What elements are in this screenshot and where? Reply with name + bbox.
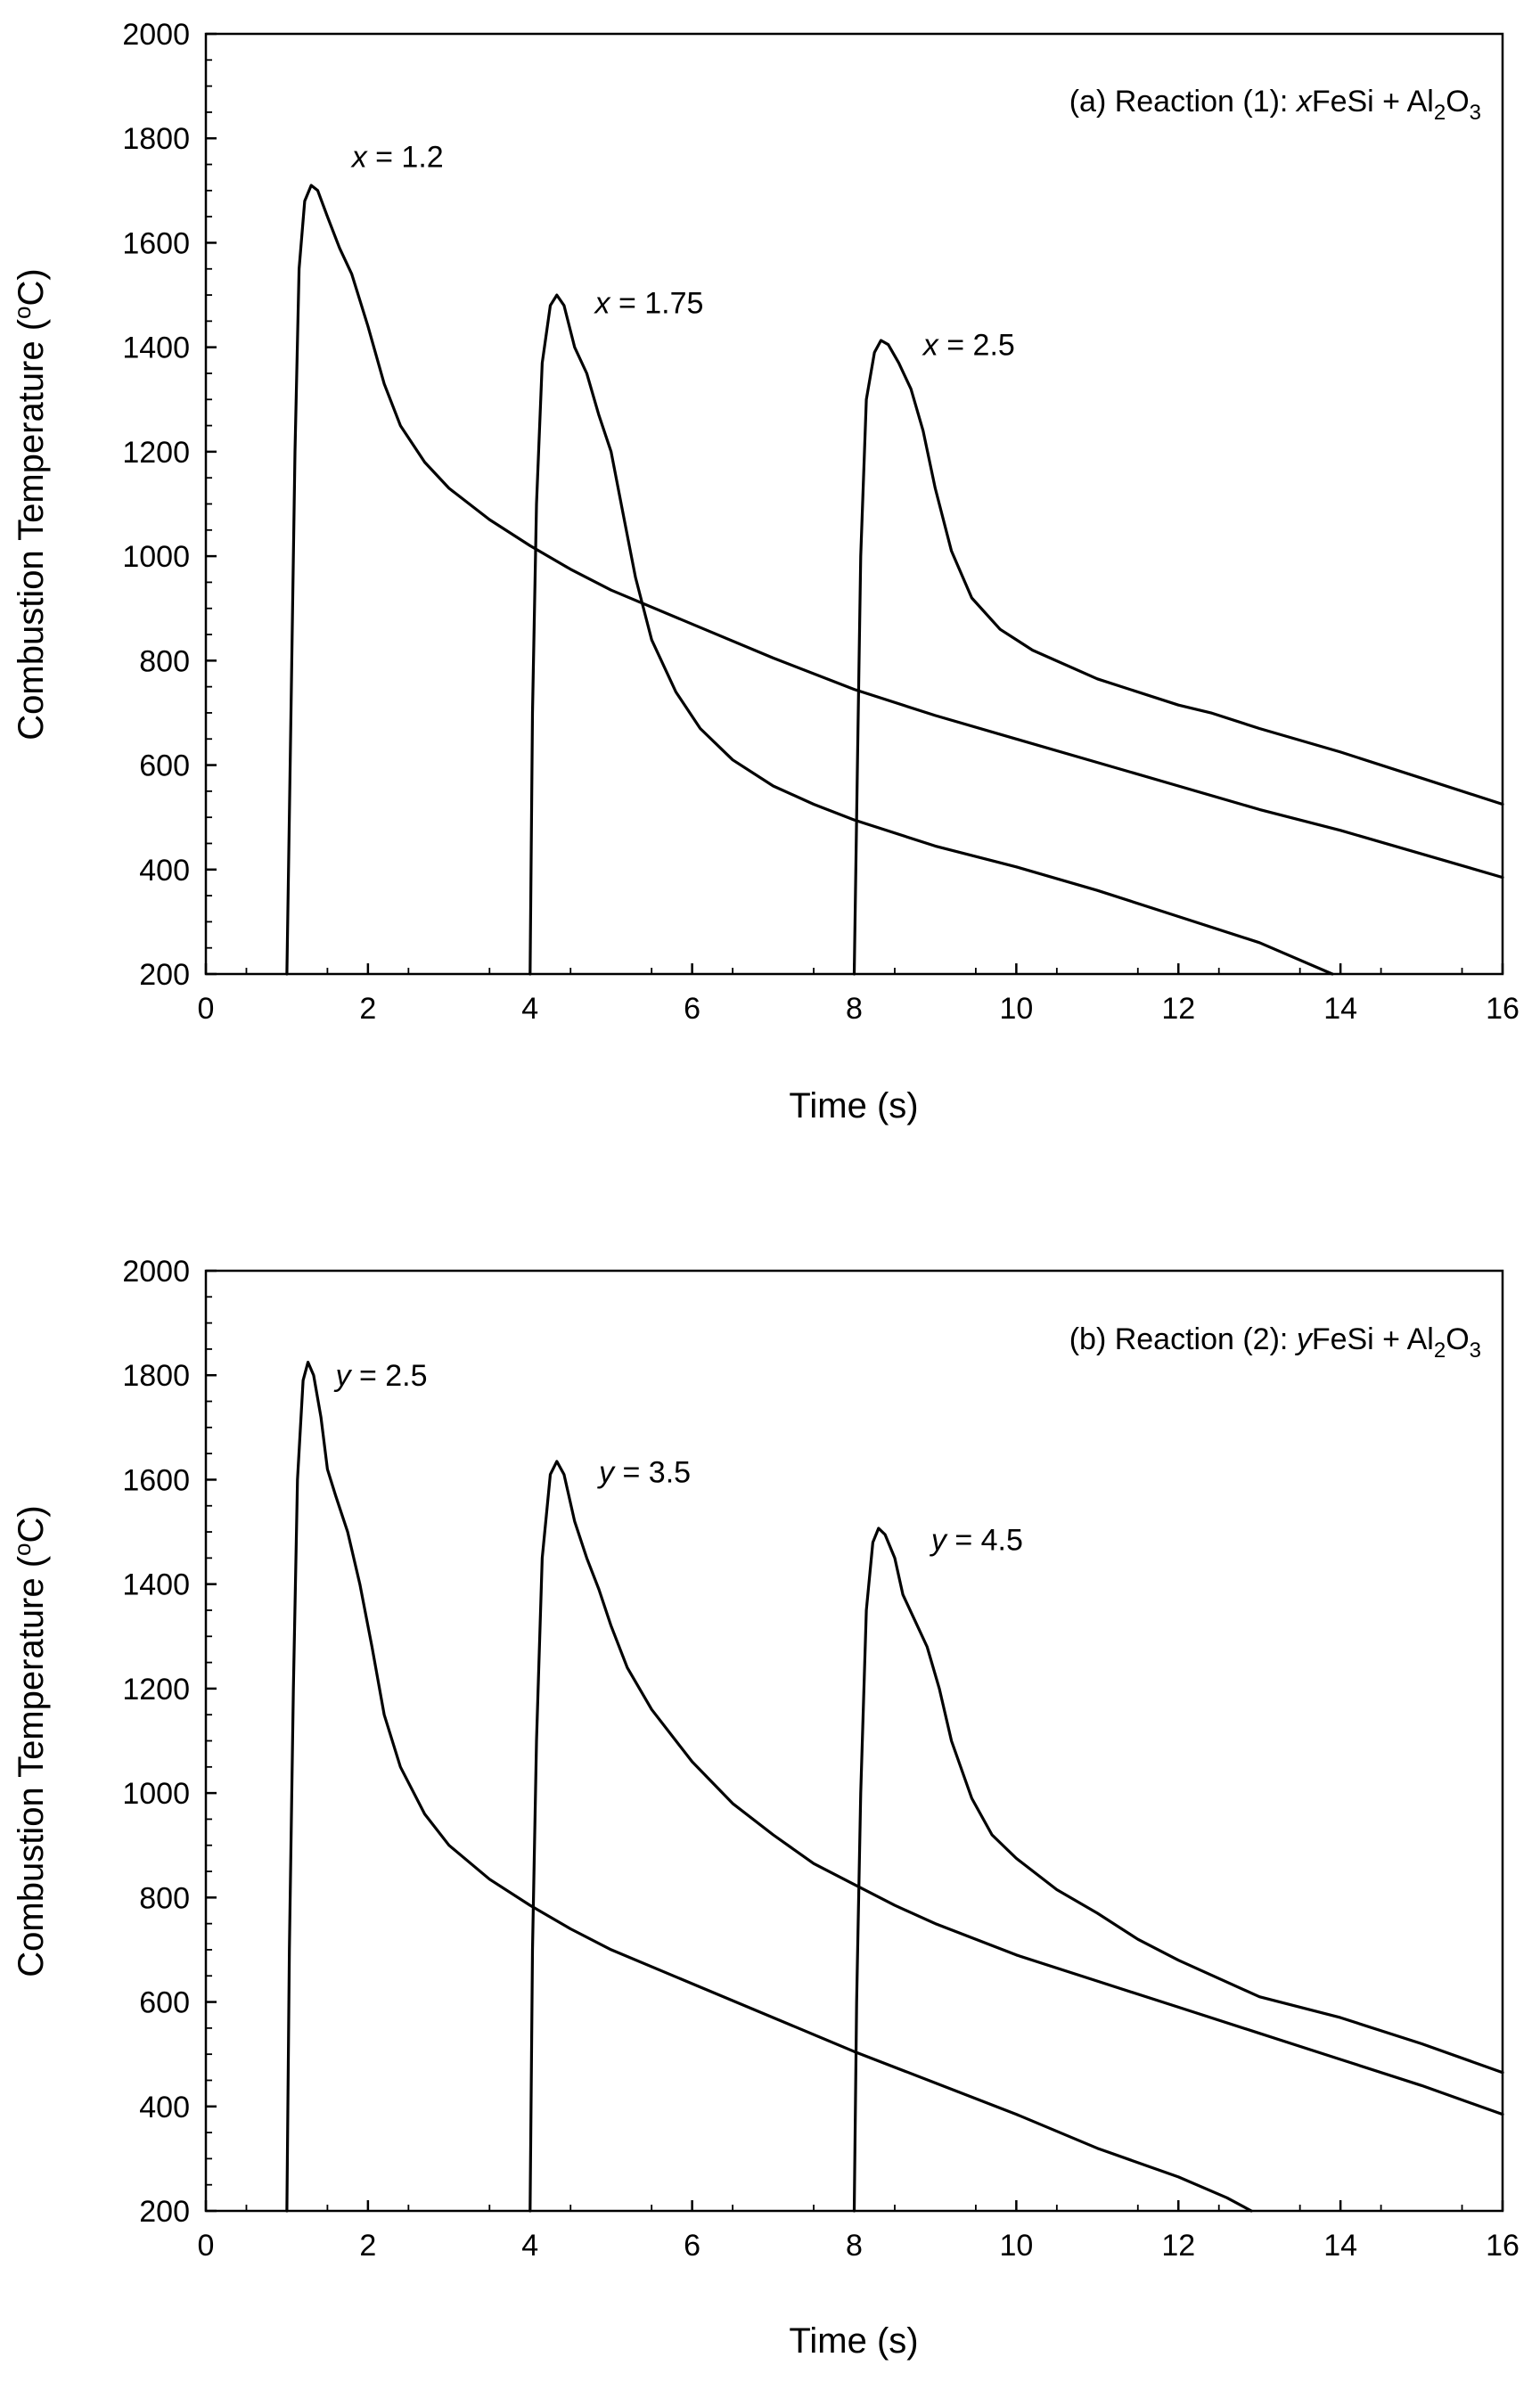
y-axis-label-a: Combustion Temperature (oC) <box>9 268 51 741</box>
series-line-a-1 <box>285 184 1504 976</box>
x-tick-label-a-4: 8 <box>846 992 863 1026</box>
series-label-a-3: x = 2.5 <box>922 328 1015 362</box>
series-label-a-2: x = 1.75 <box>594 287 704 321</box>
series-label-b-2: y = 3.5 <box>597 1455 691 1489</box>
series-line-b-2 <box>528 1460 1504 2213</box>
y-tick-label-b-7: 1600 <box>122 1463 190 1497</box>
x-tick-label-b-2: 4 <box>521 2229 538 2263</box>
x-tick-label-b-0: 0 <box>198 2229 215 2263</box>
y-tick-label-a-0: 200 <box>139 958 190 992</box>
x-tick-label-a-2: 4 <box>521 992 538 1026</box>
x-tick-label-a-5: 10 <box>999 992 1033 1026</box>
series-line-a-3 <box>852 339 1504 976</box>
panel-a-title: (a) Reaction (1): xFeSi + Al2O3 <box>1069 85 1481 125</box>
series-label-a-1: x = 1.2 <box>350 140 444 174</box>
x-tick-label-b-3: 6 <box>684 2229 700 2263</box>
panel-b-title: (b) Reaction (2): yFeSi + Al2O3 <box>1069 1322 1481 1363</box>
y-tick-label-b-9: 2000 <box>122 1255 190 1289</box>
y-tick-label-a-9: 2000 <box>122 18 190 52</box>
x-tick-label-b-5: 10 <box>999 2229 1033 2263</box>
series-label-b-1: y = 2.5 <box>334 1359 428 1393</box>
x-tick-label-a-8: 16 <box>1486 992 1520 1026</box>
x-tick-label-b-4: 8 <box>846 2229 863 2263</box>
y-tick-label-a-6: 1400 <box>122 332 190 365</box>
plot-frame-a <box>204 32 1504 976</box>
y-axis-label-b: Combustion Temperature (oC) <box>9 1505 51 1977</box>
x-tick-label-b-8: 16 <box>1486 2229 1520 2263</box>
y-tick-label-a-3: 800 <box>139 644 190 678</box>
y-tick-label-b-4: 1000 <box>122 1777 190 1811</box>
y-tick-label-b-8: 1800 <box>122 1359 190 1393</box>
y-tick-label-a-7: 1600 <box>122 226 190 260</box>
x-axis-label-a: Time (s) <box>789 1086 918 1126</box>
y-tick-label-b-1: 400 <box>139 2091 190 2124</box>
panel-b: 0 2 4 6 8 10 12 14 16 200 400 600 800 1000 1200 1400 160… <box>9 1255 1520 2361</box>
x-tick-label-a-1: 2 <box>359 992 376 1026</box>
y-tick-label-a-4: 1000 <box>122 540 190 574</box>
y-tick-label-b-0: 200 <box>139 2195 190 2229</box>
y-tick-label-b-2: 600 <box>139 1986 190 2020</box>
y-tick-label-a-8: 1800 <box>122 122 190 156</box>
x-tick-label-b-7: 14 <box>1323 2229 1357 2263</box>
panel-a: 0 2 4 6 8 10 12 14 16 200 400 600 800 1000 1200 1400 160… <box>9 18 1520 1126</box>
x-tick-label-a-7: 14 <box>1323 992 1357 1026</box>
y-tick-label-a-2: 600 <box>139 749 190 783</box>
x-tick-label-b-6: 12 <box>1161 2229 1195 2263</box>
y-tick-label-b-5: 1200 <box>122 1673 190 1707</box>
x-tick-label-a-3: 6 <box>684 992 700 1026</box>
x-tick-label-a-0: 0 <box>198 992 215 1026</box>
y-tick-label-b-6: 1400 <box>122 1568 190 1602</box>
series-line-a-2 <box>528 293 1334 976</box>
y-tick-label-a-1: 400 <box>139 854 190 888</box>
x-axis-label-b: Time (s) <box>789 2321 918 2361</box>
x-tick-label-a-6: 12 <box>1161 992 1195 1026</box>
y-tick-label-a-5: 1200 <box>122 436 190 470</box>
y-tick-label-b-3: 800 <box>139 1881 190 1915</box>
x-tick-label-b-1: 2 <box>359 2229 376 2263</box>
series-label-b-3: y = 4.5 <box>930 1524 1023 1558</box>
plot-frame-b <box>204 1269 1504 2213</box>
series-line-b-1 <box>285 1361 1253 2213</box>
series-line-b-3 <box>852 1527 1504 2213</box>
